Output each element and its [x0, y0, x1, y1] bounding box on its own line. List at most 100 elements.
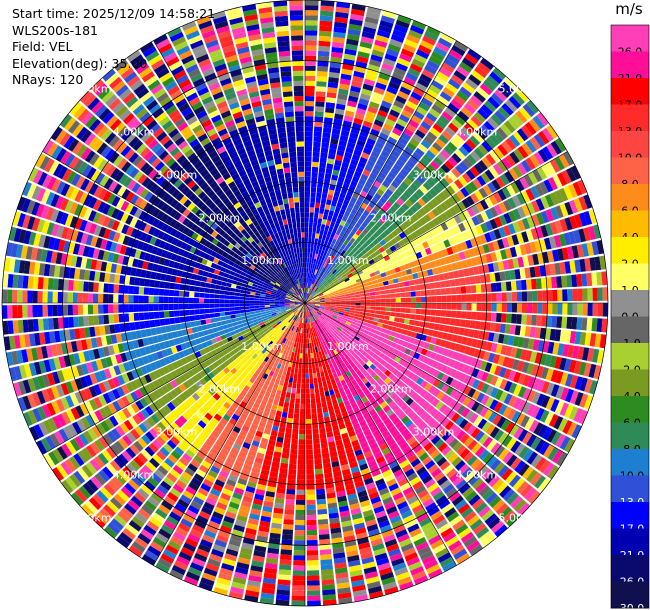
velocity-cell [496, 127, 508, 140]
velocity-cell [483, 120, 496, 133]
velocity-cell [313, 217, 318, 224]
velocity-cell [305, 232, 309, 238]
velocity-cell [294, 525, 305, 531]
velocity-cell [417, 198, 426, 207]
velocity-cell [321, 219, 327, 225]
velocity-cell [358, 98, 370, 106]
velocity-cell [420, 120, 432, 131]
velocity-cell [374, 141, 385, 150]
velocity-cell [450, 137, 461, 149]
velocity-cell [315, 397, 321, 404]
velocity-cell [543, 179, 554, 193]
velocity-cell [279, 564, 292, 571]
velocity-cell [469, 320, 476, 329]
velocity-cell [360, 276, 367, 281]
velocity-cell [318, 271, 323, 277]
velocity-cell [436, 152, 447, 163]
velocity-cell [365, 299, 371, 303]
velocity-cell [368, 268, 374, 274]
velocity-cell [314, 274, 318, 280]
velocity-cell [305, 419, 312, 425]
velocity-cell [305, 116, 314, 122]
velocity-cell [355, 278, 362, 283]
velocity-cell [435, 288, 442, 296]
velocity-cell [353, 149, 362, 157]
velocity-cell [358, 225, 365, 232]
velocity-cell [307, 293, 310, 299]
velocity-cell [314, 296, 319, 299]
velocity-cell [506, 184, 516, 196]
velocity-cell [306, 439, 313, 445]
velocity-cell [364, 16, 379, 25]
velocity-cell [463, 122, 476, 134]
velocity-cell [398, 136, 409, 146]
velocity-cell [467, 218, 476, 228]
velocity-cell [436, 295, 442, 302]
velocity-cell [495, 282, 502, 292]
velocity-cell [319, 260, 324, 266]
velocity-cell [324, 269, 329, 275]
velocity-cell [280, 549, 292, 556]
velocity-cell [311, 279, 314, 285]
velocity-cell [287, 382, 293, 388]
velocity-cell [309, 278, 312, 284]
velocity-cell [305, 287, 307, 293]
velocity-cell [433, 75, 447, 86]
velocity-cell [321, 289, 327, 293]
velocity-cell [322, 188, 329, 195]
velocity-cell [526, 100, 540, 114]
velocity-cell [441, 295, 447, 302]
velocity-cell [278, 472, 288, 479]
velocity-cell [305, 131, 313, 137]
velocity-cell [503, 199, 512, 212]
velocity-cell [436, 303, 442, 310]
velocity-cell [526, 202, 536, 215]
velocity-cell [321, 280, 327, 285]
velocity-cell [277, 431, 285, 438]
velocity-cell [427, 220, 436, 229]
velocity-cell [461, 303, 467, 311]
velocity-cell [558, 154, 570, 169]
velocity-cell [395, 141, 406, 150]
velocity-cell [379, 196, 387, 205]
velocity-cell [282, 406, 289, 413]
velocity-cell [511, 291, 518, 302]
velocity-cell [320, 5, 334, 12]
velocity-cell [387, 43, 401, 53]
velocity-cell [306, 288, 308, 294]
velocity-cell [375, 82, 387, 91]
velocity-cell [512, 195, 522, 207]
velocity-cell [305, 202, 310, 208]
velocity-cell [469, 276, 476, 285]
velocity-cell [449, 279, 456, 287]
velocity-cell [496, 313, 502, 323]
velocity-cell [320, 203, 326, 209]
velocity-cell [549, 192, 559, 206]
velocity-cell [409, 182, 419, 192]
velocity-cell [467, 98, 480, 111]
velocity-cell [383, 255, 391, 262]
velocity-cell [356, 281, 363, 286]
velocity-cell [537, 130, 550, 145]
velocity-cell [415, 49, 430, 60]
velocity-cell [384, 285, 390, 290]
velocity-cell [305, 293, 307, 299]
velocity-cell [309, 297, 314, 301]
velocity-cell [425, 309, 432, 316]
velocity-cell [399, 53, 413, 63]
velocity-cell [323, 262, 328, 268]
velocity-cell [408, 96, 420, 106]
velocity-cell [389, 109, 400, 118]
velocity-cell [316, 86, 327, 92]
velocity-cell [493, 147, 505, 160]
velocity-cell [348, 201, 355, 209]
velocity-cell [292, 585, 305, 591]
velocity-cell [532, 115, 545, 130]
velocity-cell [557, 303, 563, 315]
velocity-cell [409, 169, 419, 179]
velocity-cell [305, 171, 311, 177]
velocity-cell [333, 31, 346, 39]
velocity-cell [289, 372, 294, 378]
velocity-cell [399, 287, 406, 293]
velocity-cell [475, 202, 485, 213]
